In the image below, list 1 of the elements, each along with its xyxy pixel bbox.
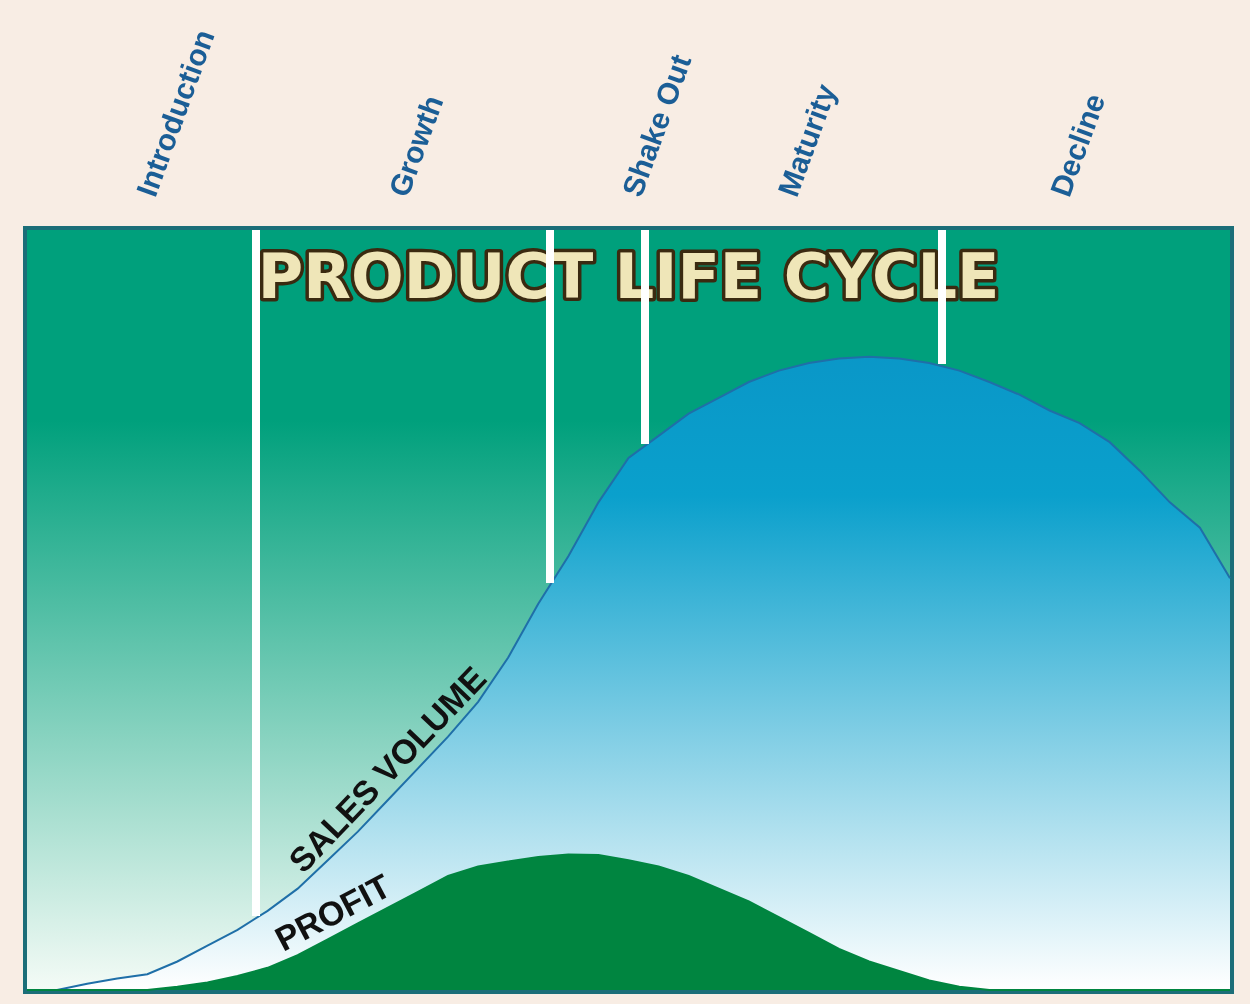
x-tick-label: Shake Out	[615, 50, 698, 201]
